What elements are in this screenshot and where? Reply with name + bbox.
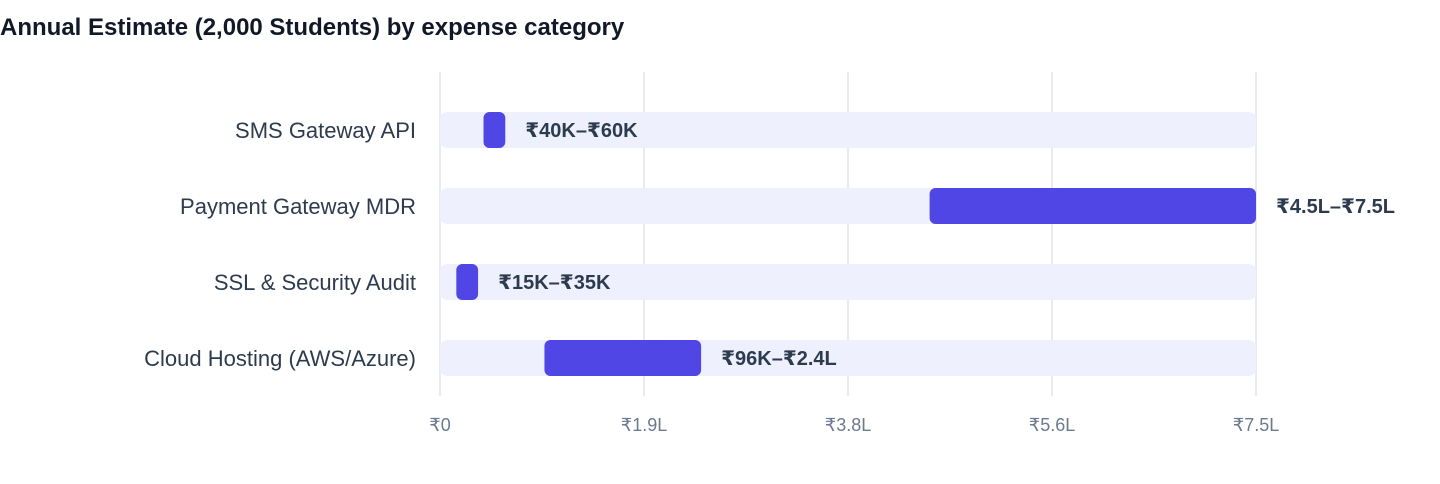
range-bar xyxy=(544,340,702,376)
x-tick-label: ₹0 xyxy=(429,415,450,435)
range-value-label: ₹96K–₹2.4L xyxy=(721,348,837,370)
range-bar xyxy=(929,188,1256,224)
range-bar xyxy=(483,112,506,148)
x-tick-label: ₹7.5L xyxy=(1233,415,1280,435)
category-label: Cloud Hosting (AWS/Azure) xyxy=(144,346,416,371)
x-tick-label: ₹5.6L xyxy=(1029,415,1076,435)
range-value-label: ₹40K–₹60K xyxy=(525,120,638,142)
category-label: SMS Gateway API xyxy=(235,118,416,143)
category-label: SSL & Security Audit xyxy=(214,270,416,295)
range-bar xyxy=(456,264,479,300)
range-value-label: ₹4.5L–₹7.5L xyxy=(1276,196,1395,218)
category-label: Payment Gateway MDR xyxy=(180,194,416,219)
x-tick-label: ₹3.8L xyxy=(825,415,872,435)
bar-track xyxy=(440,112,1256,148)
chart-title: Annual Estimate (2,000 Students) by expe… xyxy=(0,14,625,41)
range-value-label: ₹15K–₹35K xyxy=(498,272,611,294)
x-tick-label: ₹1.9L xyxy=(621,415,668,435)
bar-track xyxy=(440,264,1256,300)
